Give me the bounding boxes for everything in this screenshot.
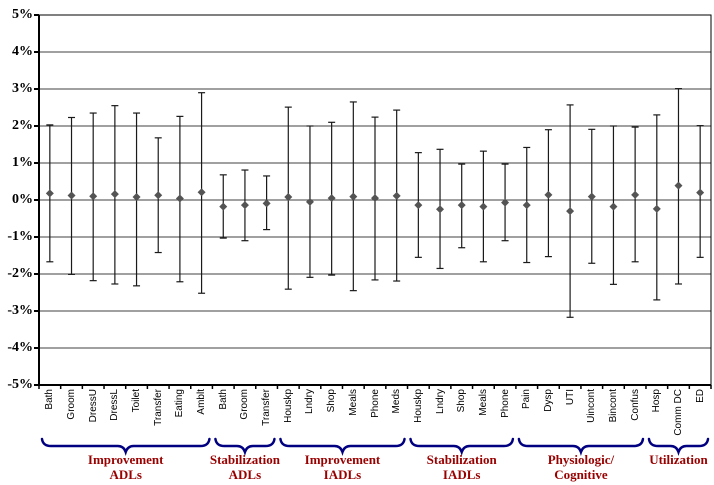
x-category-label: Pain: [521, 389, 533, 410]
x-category-label: Meals: [347, 389, 359, 416]
y-tick-label: 1%: [12, 155, 33, 170]
x-category-label: Shop: [456, 389, 468, 413]
x-category-label: Meds: [391, 389, 403, 414]
group-brace: [279, 437, 406, 456]
data-point-marker: [262, 199, 271, 208]
x-category-label: Transfer: [261, 389, 273, 426]
x-category-label: ED: [694, 389, 706, 403]
x-category-label: Shop: [326, 389, 338, 413]
x-category-label: DressU: [87, 389, 99, 423]
data-point-marker: [349, 192, 358, 201]
x-category-label: Dysp: [542, 389, 554, 412]
data-point-marker: [479, 202, 488, 211]
data-point-marker: [45, 189, 54, 198]
x-category-label: Toilet: [131, 389, 143, 413]
x-category-label: UTI: [564, 389, 576, 406]
data-point-marker: [132, 193, 141, 202]
group-label: Stabilization ADLs: [170, 452, 320, 482]
data-point-marker: [631, 190, 640, 199]
x-category-label: Hosp: [651, 389, 663, 413]
y-tick-label: 0%: [12, 192, 33, 207]
y-tick-label: 4%: [12, 44, 33, 59]
x-category-label: Amblt: [196, 389, 208, 415]
group-label: Physiologic/Cognitive: [506, 452, 656, 482]
data-point-marker: [436, 205, 445, 214]
data-point-marker: [284, 193, 293, 202]
y-tick-label: 3%: [12, 81, 33, 96]
data-point-marker: [197, 188, 206, 197]
data-point-marker: [566, 207, 575, 216]
x-category-label: Lndry: [434, 389, 446, 415]
group-label-line2: Cognitive: [554, 467, 608, 482]
x-category-label: Uincont: [586, 389, 598, 423]
x-category-label: Phone: [499, 389, 511, 418]
group-label: Improvement IADLs: [267, 452, 417, 482]
group-label-line1: Utilization: [649, 452, 708, 467]
group-label-line2: IADLs: [323, 467, 362, 482]
group-brace: [647, 437, 710, 456]
x-category-label: Comm DC: [672, 389, 684, 436]
group-label-line2: ADLs: [228, 467, 262, 482]
group-brace: [40, 437, 211, 456]
data-point-marker: [392, 191, 401, 200]
group-label-line2: ADLs: [109, 467, 142, 482]
group-label: Stabilization IADLs: [387, 452, 537, 482]
data-point-marker: [652, 204, 661, 213]
y-tick-label: -4%: [7, 340, 33, 355]
x-category-label: Eating: [174, 389, 186, 418]
y-tick-label: 5%: [12, 7, 33, 22]
data-point-marker: [240, 201, 249, 210]
x-category-label: Lndry: [304, 389, 316, 415]
data-point-marker: [219, 202, 228, 211]
group-label-line1: Improvement: [87, 452, 164, 467]
group-label-line1: Physiologic/: [547, 452, 615, 467]
x-category-label: Confus: [629, 389, 641, 421]
data-point-marker: [89, 192, 98, 201]
group-label-line1: Stabilization: [426, 452, 497, 467]
y-tick-label: 2%: [12, 118, 33, 133]
data-point-marker: [674, 181, 683, 190]
data-point-marker: [175, 194, 184, 203]
data-point-marker: [522, 201, 531, 210]
y-tick-label: -5%: [7, 377, 33, 392]
data-point-marker: [154, 191, 163, 200]
y-tick-label: -3%: [7, 303, 33, 318]
data-point-marker: [110, 190, 119, 199]
x-category-label: Bath: [217, 389, 229, 410]
x-category-label: Transfer: [152, 389, 164, 426]
x-category-label: Bincont: [607, 389, 619, 423]
x-category-label: Phone: [369, 389, 381, 418]
data-point-marker: [544, 190, 553, 199]
group-brace: [214, 437, 276, 456]
y-tick-label: -1%: [7, 229, 33, 244]
group-label: Utilization: [603, 452, 714, 467]
data-point-marker: [67, 191, 76, 200]
group-brace: [517, 437, 645, 456]
y-tick-label: -2%: [7, 266, 33, 281]
data-point-marker: [371, 194, 379, 203]
data-point-marker: [609, 202, 618, 211]
group-label: Improvement ADLs: [51, 452, 201, 482]
x-category-label: Groom: [239, 389, 251, 420]
x-category-label: Houskp: [412, 389, 424, 423]
group-label-line1: Stabilization: [209, 452, 280, 467]
data-point-marker: [587, 192, 596, 201]
data-point-marker: [696, 188, 705, 197]
data-point-marker: [501, 198, 510, 207]
group-brace: [409, 437, 515, 456]
x-category-label: Meals: [477, 389, 489, 416]
data-point-marker: [414, 201, 423, 210]
x-category-label: Houskp: [282, 389, 294, 423]
x-category-label: Bath: [44, 389, 56, 410]
group-label-line2: IADLs: [442, 467, 481, 482]
data-point-marker: [305, 197, 314, 206]
data-point-marker: [457, 201, 466, 210]
group-label-line1: Improvement: [304, 452, 381, 467]
data-point-marker: [327, 194, 336, 203]
x-category-label: DressL: [109, 389, 121, 421]
x-category-label: Groom: [66, 389, 78, 420]
